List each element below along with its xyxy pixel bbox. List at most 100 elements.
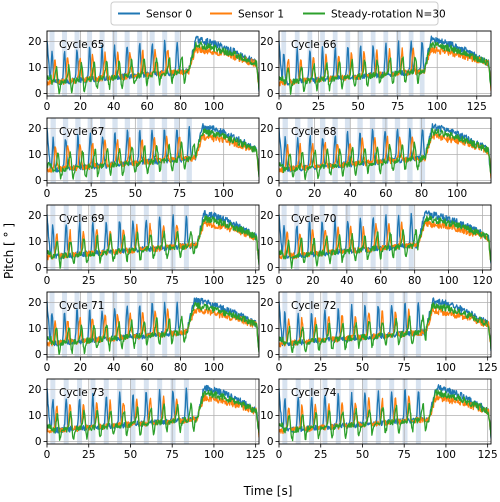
y-tick-label: 10 xyxy=(260,62,273,74)
actuation-band xyxy=(49,292,55,357)
y-tick-label: 20 xyxy=(260,210,273,222)
x-tick-label: 50 xyxy=(356,362,369,374)
actuation-band xyxy=(157,205,163,270)
y-tick-label: 0 xyxy=(267,262,274,274)
panel-title: Cycle 71 xyxy=(59,300,104,312)
actuation-band xyxy=(161,118,168,183)
actuation-band xyxy=(282,292,288,357)
x-tick-label: 60 xyxy=(374,275,387,287)
x-tick-label: 0 xyxy=(44,275,51,287)
actuation-band xyxy=(394,118,401,183)
actuation-band xyxy=(415,292,421,357)
x-tick-label: 0 xyxy=(276,275,283,287)
actuation-band xyxy=(87,31,93,96)
series-line-2 xyxy=(279,302,491,353)
actuation-band xyxy=(402,379,408,444)
actuation-band xyxy=(307,31,313,96)
actuation-band xyxy=(282,379,288,444)
actuation-band xyxy=(389,379,395,444)
x-tick-label: 80 xyxy=(174,101,187,113)
x-tick-label: 125 xyxy=(246,275,266,287)
actuation-band xyxy=(170,205,176,270)
actuation-band xyxy=(50,118,56,183)
actuation-band xyxy=(62,118,69,183)
actuation-band xyxy=(112,31,118,96)
legend-entry-0: Sensor 0 xyxy=(146,9,192,21)
y-tick-label: 20 xyxy=(260,123,273,135)
x-tick-label: 125 xyxy=(467,101,487,113)
actuation-band xyxy=(74,31,80,96)
x-tick-label: 40 xyxy=(107,101,120,113)
y-tick-label: 0 xyxy=(35,436,42,448)
x-tick-label: 80 xyxy=(174,362,187,374)
panel-2: 0 25 50 75 100 125 0 10 20 Cycle 66 xyxy=(260,30,492,113)
y-tick-label: 20 xyxy=(28,123,41,135)
x-tick-label: 0 xyxy=(276,362,283,374)
x-tick-label: 60 xyxy=(379,188,392,200)
x-tick-label: 100 xyxy=(204,275,224,287)
actuation-band xyxy=(396,205,402,270)
x-tick-label: 25 xyxy=(314,362,327,374)
x-tick-label: 125 xyxy=(246,449,266,461)
actuation-band xyxy=(389,292,395,357)
actuation-band xyxy=(117,379,123,444)
actuation-band xyxy=(149,118,155,183)
actuation-band xyxy=(174,31,180,96)
actuation-band xyxy=(319,205,325,270)
actuation-band xyxy=(362,379,368,444)
panel-title: Cycle 74 xyxy=(291,387,337,399)
actuation-band xyxy=(62,292,68,357)
actuation-band xyxy=(370,31,376,96)
x-tick-label: 50 xyxy=(351,101,364,113)
x-tick-label: 75 xyxy=(173,188,186,200)
y-tick-label: 0 xyxy=(35,88,42,100)
series-line-0 xyxy=(279,210,491,264)
actuation-band xyxy=(186,118,192,183)
legend-entry-2: Steady-rotation N=30 xyxy=(331,9,446,21)
legend: Sensor 0 Sensor 1 Steady-rotation N=30 xyxy=(110,1,446,26)
x-tick-label: 0 xyxy=(276,449,283,461)
series-line-2 xyxy=(47,301,259,356)
actuation-band xyxy=(369,118,376,183)
actuation-band xyxy=(124,118,131,183)
actuation-band xyxy=(170,379,176,444)
actuation-band xyxy=(319,118,326,183)
panel-6: 0 20 40 60 80 100 120 0 10 20 Cycle 70 xyxy=(260,204,493,287)
actuation-band xyxy=(103,379,109,444)
actuation-band xyxy=(419,31,425,96)
panel-7: 0 20 40 60 80 100 0 10 20 Cycle 71 xyxy=(28,291,260,374)
x-tick-label: 0 xyxy=(44,362,51,374)
actuation-band xyxy=(143,379,149,444)
x-tick-label: 50 xyxy=(129,188,142,200)
x-tick-label: 60 xyxy=(140,362,153,374)
x-tick-label: 75 xyxy=(398,449,411,461)
actuation-band xyxy=(157,379,163,444)
y-tick-label: 20 xyxy=(260,297,273,309)
panel-frame xyxy=(46,291,260,358)
x-tick-label: 20 xyxy=(74,362,87,374)
y-tick-label: 0 xyxy=(267,175,274,187)
actuation-band xyxy=(162,31,168,96)
x-tick-label: 100 xyxy=(436,362,456,374)
actuation-band xyxy=(345,31,351,96)
y-tick-label: 10 xyxy=(260,323,273,335)
x-tick-label: 0 xyxy=(276,101,283,113)
actuation-band xyxy=(335,379,341,444)
y-tick-label: 0 xyxy=(267,349,274,361)
actuation-band xyxy=(294,31,300,96)
series-line-1 xyxy=(279,219,491,261)
x-tick-label: 25 xyxy=(312,101,325,113)
panel-title: Cycle 72 xyxy=(291,300,336,312)
series-line-2 xyxy=(47,215,259,269)
actuation-band xyxy=(77,379,83,444)
actuation-band xyxy=(382,118,388,183)
x-tick-label: 0 xyxy=(44,188,51,200)
panel-9: 0 25 50 75 100 125 0 10 20 Cycle 73 xyxy=(28,378,266,461)
actuation-band xyxy=(295,118,301,183)
actuation-band xyxy=(307,118,313,183)
y-tick-label: 0 xyxy=(267,88,274,100)
actuation-band xyxy=(281,205,287,270)
y-tick-label: 0 xyxy=(35,175,42,187)
panel-frame xyxy=(46,30,260,97)
